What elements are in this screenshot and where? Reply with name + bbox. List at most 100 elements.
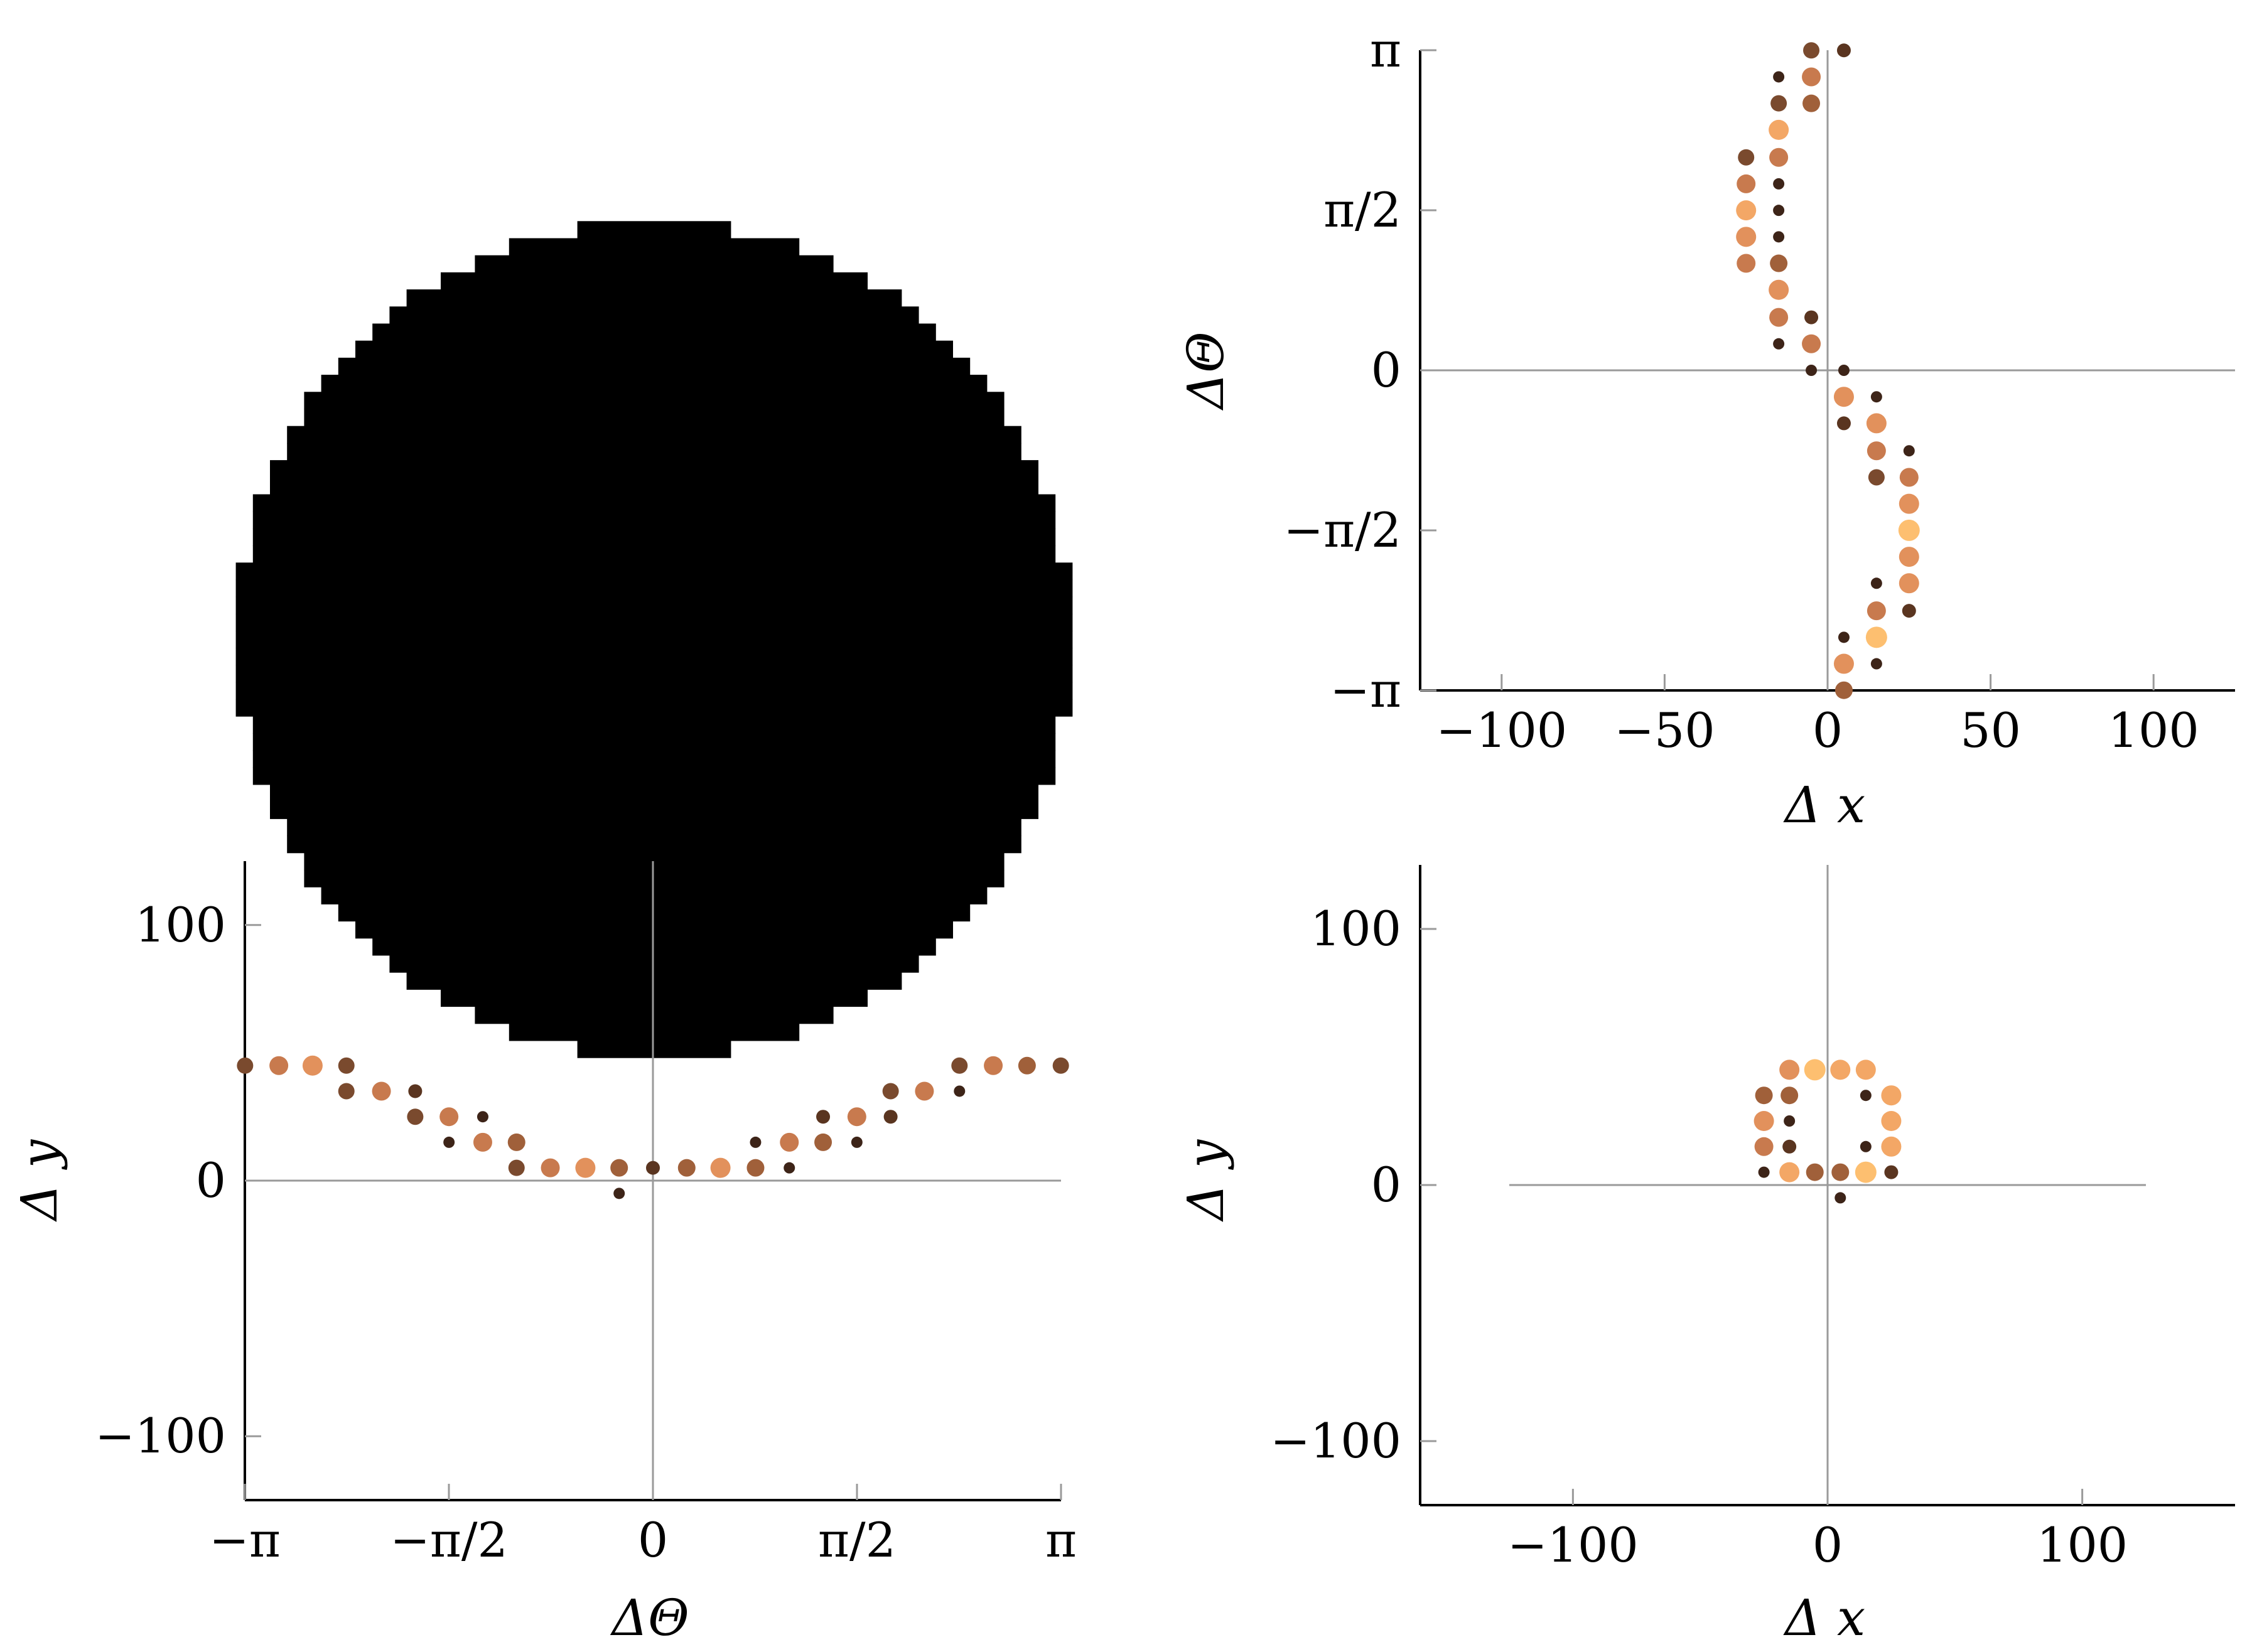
scatter-point bbox=[269, 1056, 289, 1075]
y-tick-label: −100 bbox=[95, 1408, 226, 1464]
y-tick-label: 0 bbox=[1371, 342, 1401, 398]
disc-row bbox=[270, 784, 1038, 802]
scatter-point bbox=[1855, 1059, 1876, 1080]
disc-row bbox=[355, 921, 953, 939]
scatter-point bbox=[372, 1081, 391, 1101]
scatter-point bbox=[1899, 493, 1919, 514]
scatter-point bbox=[746, 1159, 765, 1177]
disc-row bbox=[406, 289, 902, 307]
scatter-point bbox=[541, 1158, 560, 1177]
scatter-point bbox=[1806, 1163, 1824, 1181]
disc-row bbox=[355, 340, 953, 358]
scatter-point bbox=[1018, 1056, 1036, 1075]
scatter-point bbox=[1781, 1086, 1799, 1105]
x-tick-label: −100 bbox=[1507, 1517, 1639, 1573]
scatter-point bbox=[613, 1188, 625, 1199]
scatter-point bbox=[1884, 1165, 1899, 1179]
scatter-point bbox=[1779, 1059, 1800, 1080]
scatter-point bbox=[814, 1133, 832, 1151]
disc-row bbox=[235, 596, 1073, 614]
disc-row bbox=[304, 852, 1005, 871]
scatter-point bbox=[1867, 441, 1886, 461]
scatter-point bbox=[338, 1057, 355, 1074]
scatter-point bbox=[1881, 1085, 1902, 1106]
disc-row bbox=[372, 323, 936, 341]
scatter-point bbox=[1769, 148, 1789, 167]
scatter-point bbox=[1831, 1163, 1850, 1181]
disc-row bbox=[235, 562, 1073, 581]
panel-dx-vs-dtheta: −100 −50 0 50 100 −π −π/2 0 π/2 π Δ x ΔΘ bbox=[1177, 22, 2235, 834]
scatter-point bbox=[1860, 1090, 1872, 1102]
disc-row bbox=[304, 392, 1005, 410]
scatter-point bbox=[508, 1159, 525, 1176]
ticks: −100 0 100 −100 0 100 bbox=[1270, 901, 2128, 1573]
disc-row bbox=[389, 306, 919, 324]
scatter-point bbox=[1836, 416, 1851, 431]
ticks: −100 −50 0 50 100 −π −π/2 0 π/2 π bbox=[1283, 22, 2199, 758]
disc-row bbox=[577, 221, 731, 239]
disc-row bbox=[252, 511, 1056, 529]
scatter-point bbox=[1802, 94, 1821, 112]
scatter-point bbox=[443, 1136, 455, 1148]
scatter-point bbox=[1868, 469, 1885, 486]
disc-row bbox=[287, 835, 1021, 854]
x-tick-label: 0 bbox=[1813, 702, 1843, 758]
disc-row bbox=[235, 665, 1073, 683]
scatter-point bbox=[1737, 254, 1756, 273]
scatter-point bbox=[1779, 1162, 1800, 1183]
disc-row bbox=[372, 938, 936, 956]
scatter-point bbox=[915, 1081, 934, 1101]
x-tick-label: 0 bbox=[1813, 1517, 1843, 1573]
scatter-point bbox=[575, 1157, 596, 1178]
scatter-point bbox=[1737, 174, 1756, 193]
scatter-point bbox=[1769, 308, 1789, 327]
disc-row bbox=[287, 426, 1021, 444]
scatter-point bbox=[847, 1107, 866, 1127]
disc-row bbox=[235, 682, 1073, 700]
disc-row bbox=[475, 255, 834, 273]
disc-row bbox=[252, 528, 1056, 546]
scatter-point bbox=[1830, 1059, 1851, 1080]
panel-dtheta-vs-dy: −π −π/2 0 π/2 π −100 0 100 ΔΘ Δ y bbox=[10, 861, 1077, 1647]
scatter-point bbox=[780, 1132, 799, 1152]
disc-row bbox=[321, 887, 988, 904]
scatter-point bbox=[646, 1161, 660, 1175]
disc-row bbox=[577, 1040, 731, 1058]
scatter-point bbox=[1833, 653, 1854, 674]
disc-row bbox=[338, 357, 971, 375]
y-tick-label: −100 bbox=[1270, 1413, 1401, 1469]
zero-lines bbox=[245, 861, 1061, 1500]
disc-row bbox=[270, 802, 1038, 819]
scatter-point bbox=[1834, 681, 1853, 699]
x-tick-label: −100 bbox=[1436, 702, 1567, 758]
scatter-point bbox=[1770, 95, 1787, 112]
x-tick-label: 100 bbox=[2037, 1517, 2128, 1573]
disc-row bbox=[475, 1006, 834, 1024]
disc-row bbox=[338, 904, 971, 922]
disc-row bbox=[252, 750, 1056, 768]
scatter-point bbox=[408, 1084, 423, 1098]
y-tick-label: 0 bbox=[196, 1152, 226, 1208]
scatter-point bbox=[1773, 231, 1785, 243]
scatter-point bbox=[302, 1055, 323, 1076]
disc-row bbox=[406, 972, 902, 990]
disc-row bbox=[304, 869, 1005, 888]
scatter-point bbox=[1898, 519, 1920, 541]
scatter-point bbox=[1881, 1111, 1902, 1131]
scatter-point bbox=[984, 1056, 1003, 1075]
scatter-point bbox=[951, 1057, 968, 1074]
x-tick-label: π/2 bbox=[818, 1512, 896, 1568]
disc-row bbox=[252, 767, 1056, 785]
disc-row bbox=[252, 733, 1056, 751]
scatter-point bbox=[1902, 604, 1916, 618]
scatter-point bbox=[1903, 445, 1915, 457]
scatter-point bbox=[1865, 626, 1887, 648]
scatter-point bbox=[1784, 1115, 1796, 1127]
scatter-point bbox=[1773, 178, 1785, 190]
zero-lines bbox=[1420, 50, 2235, 690]
x-tick-label: −π/2 bbox=[390, 1512, 508, 1568]
scatter-point bbox=[1736, 200, 1757, 221]
scatter-point bbox=[1838, 365, 1850, 376]
x-tick-label: 100 bbox=[2108, 702, 2199, 758]
scatter-point bbox=[1804, 310, 1819, 324]
